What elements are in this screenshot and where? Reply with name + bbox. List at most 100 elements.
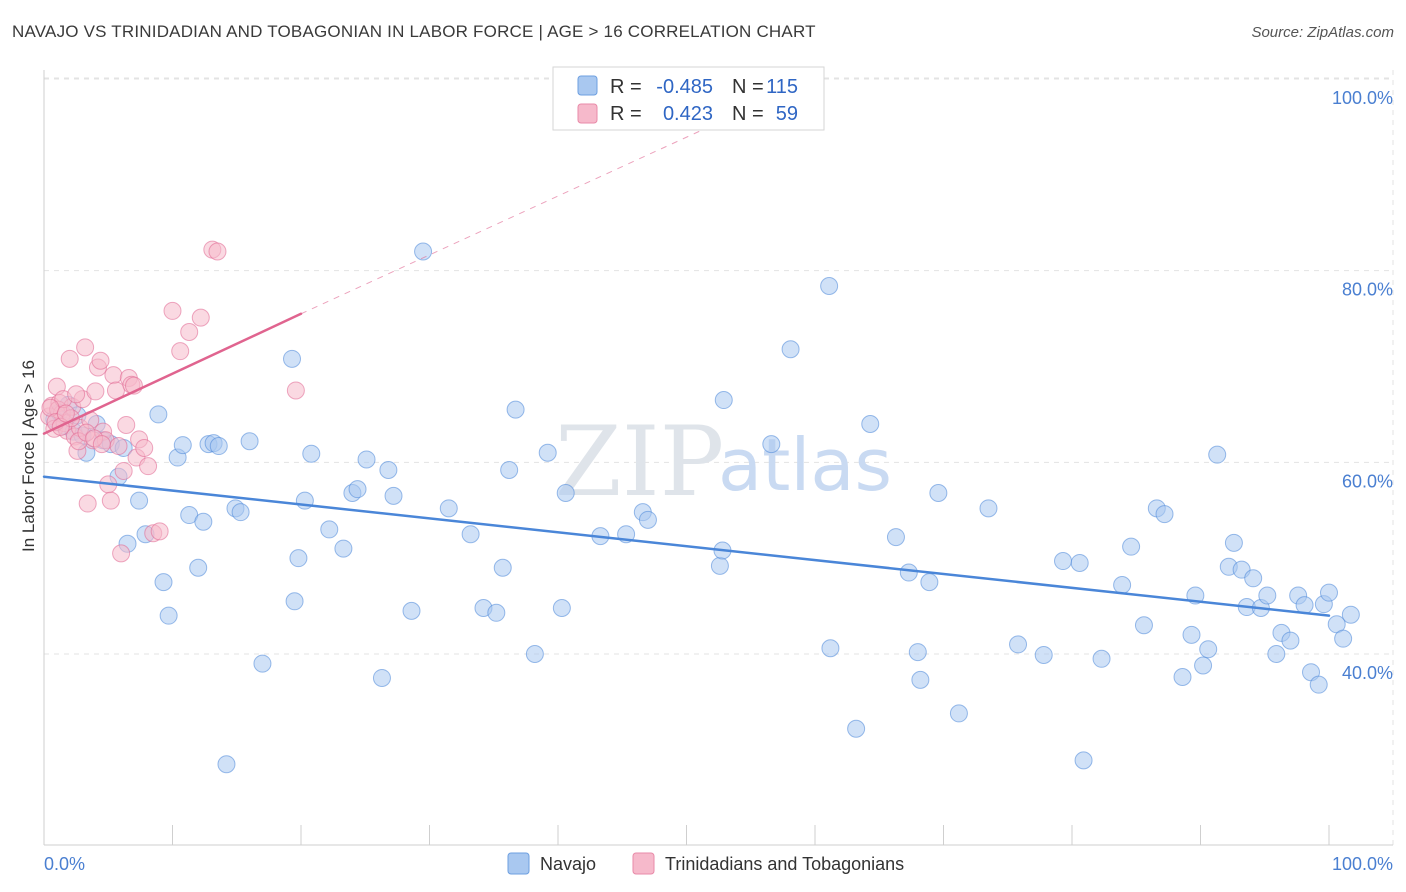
navajo-point-102 <box>1258 586 1277 605</box>
navajo-point-16 <box>149 405 168 424</box>
navajo-point-29 <box>231 503 250 522</box>
y-tick-labels: 40.0% 60.0% 80.0% 100.0% <box>1332 88 1393 683</box>
source-label: Source: ZipAtlas.com <box>1251 24 1394 41</box>
navajo-point-17 <box>154 573 173 592</box>
navajo-point-40 <box>348 480 367 499</box>
navajo-point-83 <box>1074 751 1093 770</box>
trinidadian-point-58 <box>67 385 86 404</box>
trinidadian-point-14 <box>76 338 95 357</box>
legend-r-value-navajo: -0.485 <box>656 76 713 98</box>
trinidadian-point-8 <box>60 349 79 368</box>
trinidadian-point-41 <box>171 342 190 361</box>
navajo-point-71 <box>886 528 905 547</box>
trinidadian-point-24 <box>101 491 120 510</box>
navajo-point-86 <box>1122 537 1141 556</box>
trend-lines <box>42 107 1331 617</box>
y-axis-label: In Labor Force | Age > 16 <box>19 360 38 552</box>
trinidadian-point-57 <box>56 404 75 423</box>
navajo-point-31 <box>253 654 272 673</box>
navajo-point-65 <box>762 435 781 454</box>
navajo-point-78 <box>979 499 998 518</box>
navajo-point-114 <box>1341 605 1360 624</box>
trinidadian-point-45 <box>208 242 227 261</box>
navajo-point-93 <box>1194 656 1213 675</box>
navajo-point-52 <box>500 461 519 479</box>
navajo-point-100 <box>1244 569 1263 588</box>
trinidadian-trend-extension <box>300 107 751 315</box>
trinidadian-point-36 <box>135 438 154 457</box>
navajo-point-85 <box>1113 576 1132 594</box>
trinidadian-point-46 <box>286 381 305 400</box>
navajo-point-27 <box>217 755 236 774</box>
navajo-point-34 <box>289 549 308 568</box>
legend-r-label-navajo: R = <box>610 76 642 98</box>
navajo-point-81 <box>1054 552 1073 571</box>
legend-n-value-navajo: 115 <box>766 76 798 98</box>
navajo-point-50 <box>487 603 506 622</box>
navajo-point-20 <box>173 436 192 455</box>
navajo-point-46 <box>414 242 433 261</box>
navajo-point-36 <box>302 444 321 463</box>
y-tick-label-60: 60.0% <box>1342 471 1393 491</box>
trinidadian-point-20 <box>91 351 110 370</box>
y-tick-label-100: 100.0% <box>1332 88 1393 108</box>
navajo-point-84 <box>1092 649 1111 668</box>
navajo-point-111 <box>1320 583 1338 602</box>
axes <box>43 70 1393 846</box>
navajo-point-62 <box>710 556 729 575</box>
navajo-point-76 <box>929 484 948 502</box>
x-tick-label-max: 100.0% <box>1332 854 1393 874</box>
trinidadian-point-30 <box>117 415 136 434</box>
trinidadian-trend-line <box>42 312 303 435</box>
navajo-point-14 <box>130 491 149 510</box>
series-legend: Navajo Trinidadians and Tobagonians <box>507 852 904 875</box>
navajo-point-70 <box>861 415 880 433</box>
navajo-point-74 <box>911 670 930 689</box>
navajo-point-32 <box>283 349 302 368</box>
navajo-point-105 <box>1281 631 1300 650</box>
navajo-point-103 <box>1267 645 1286 663</box>
trinidadian-points <box>40 240 305 563</box>
navajo-point-53 <box>506 400 525 419</box>
navajo-point-23 <box>194 512 213 531</box>
navajo-point-113 <box>1334 629 1353 648</box>
x-ticks <box>43 825 1330 845</box>
correlation-legend-box <box>552 66 825 131</box>
navajo-point-43 <box>379 461 398 479</box>
y-tick-label-40: 40.0% <box>1342 663 1393 683</box>
trinidadian-point-40 <box>163 301 182 320</box>
navajo-point-73 <box>908 643 927 662</box>
trinidadian-point-53 <box>92 435 111 454</box>
navajo-point-51 <box>493 558 512 577</box>
watermark-zip: ZIP <box>555 406 724 518</box>
navajo-point-64 <box>714 391 733 410</box>
navajo-point-33 <box>285 592 304 611</box>
navajo-point-90 <box>1173 668 1192 686</box>
trinidadian-point-27 <box>109 437 128 456</box>
navajo-point-55 <box>538 443 557 462</box>
trinidadian-point-15 <box>78 494 97 513</box>
trinidadian-point-43 <box>191 308 210 327</box>
series-legend-swatch-navajo <box>507 852 530 875</box>
navajo-point-22 <box>189 558 208 577</box>
trinidadian-point-28 <box>112 544 131 563</box>
legend-swatch-navajo <box>577 75 598 96</box>
legend-r-label-trinidadian: R = <box>610 103 642 125</box>
legend-swatch-trinidadian <box>577 103 598 124</box>
navajo-point-75 <box>920 573 939 592</box>
navajo-point-26 <box>209 437 228 456</box>
navajo-point-67 <box>820 277 839 295</box>
legend-n-label-trinidadian: N = <box>732 103 764 125</box>
chart-title: NAVAJO VS TRINIDADIAN AND TOBAGONIAN IN … <box>12 22 816 41</box>
navajo-point-44 <box>384 486 403 505</box>
navajo-point-66 <box>781 340 800 359</box>
navajo-point-61 <box>638 510 657 529</box>
series-legend-label-trinidadian: Trinidadians and Tobagonians <box>665 854 904 874</box>
correlation-legend: R = -0.485 N = 115 R = 0.423 N = 59 <box>552 66 825 131</box>
navajo-point-47 <box>439 499 458 518</box>
watermark-atlas: atlas <box>718 423 892 507</box>
x-tick-label-min: 0.0% <box>44 854 85 874</box>
legend-r-value-trinidadian: 0.423 <box>663 103 713 125</box>
series-legend-label-navajo: Navajo <box>540 854 596 874</box>
